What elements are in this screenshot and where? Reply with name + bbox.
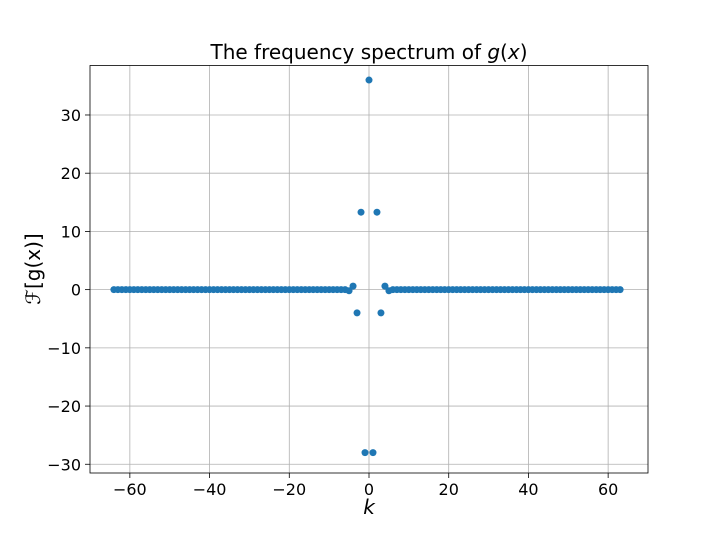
x-tick-label: 20 [439, 480, 459, 499]
x-tick-label: −60 [113, 480, 147, 499]
y-axis-label: ℱ[g(x)] [21, 233, 45, 304]
x-tick-label: −20 [272, 480, 306, 499]
y-tick-label: −10 [47, 339, 81, 358]
y-tick-label: −30 [47, 455, 81, 474]
x-tick-label: 40 [518, 480, 538, 499]
y-tick-label: 0 [71, 281, 81, 300]
y-tick-label: −20 [47, 397, 81, 416]
data-point [361, 449, 369, 457]
y-tick-label: 20 [61, 164, 81, 183]
grid [90, 65, 648, 473]
data-point [357, 208, 365, 216]
data-point [369, 449, 377, 457]
x-tick-label: −40 [193, 480, 227, 499]
data-point [365, 76, 373, 84]
data-point [616, 286, 624, 294]
data-point [349, 282, 357, 290]
data-points [110, 76, 624, 457]
data-point [353, 309, 361, 317]
x-axis-label: k [363, 495, 376, 519]
x-tick-label: 60 [598, 480, 618, 499]
chart-title: The frequency spectrum of g(x) [209, 40, 527, 64]
x-tick-label: 0 [364, 480, 374, 499]
data-point [373, 208, 381, 216]
data-point [381, 282, 389, 290]
axis-ticks: −60 −40 −20 0 20 40 60 −30 −20 −10 0 10 20 30 [47, 106, 618, 499]
data-point [377, 309, 385, 317]
y-tick-label: 10 [61, 222, 81, 241]
y-tick-label: 30 [61, 106, 81, 125]
data-point [345, 287, 353, 295]
